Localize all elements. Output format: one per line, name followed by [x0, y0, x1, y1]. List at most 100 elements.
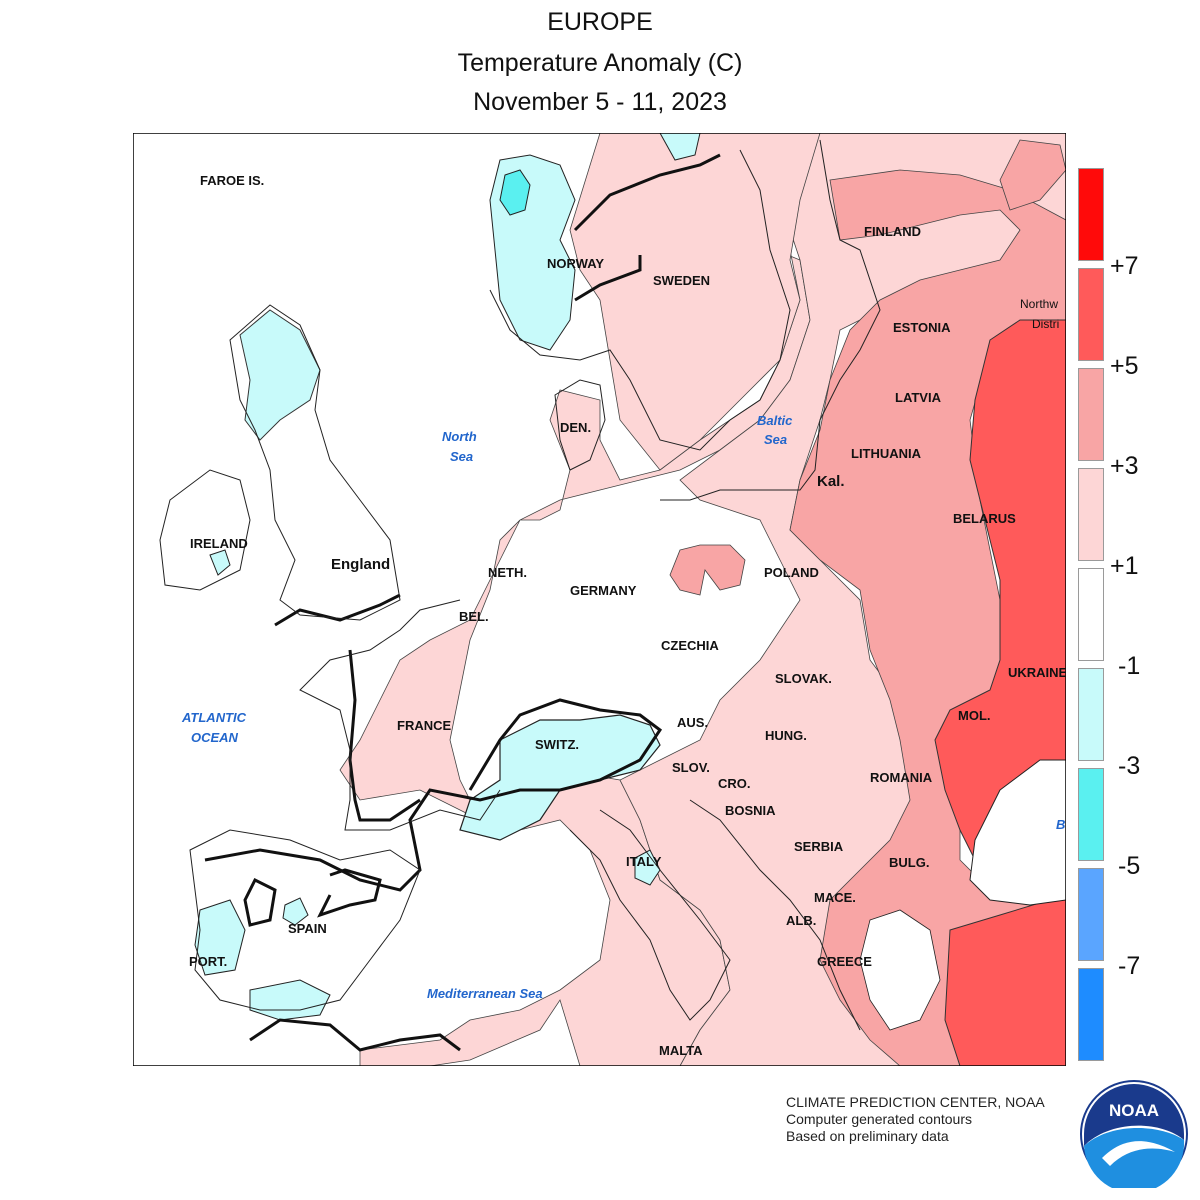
- label-norway: NORWAY: [547, 256, 604, 271]
- label-england: England: [331, 556, 390, 573]
- legend-label-minus5: -5: [1118, 852, 1141, 880]
- legend-swatch-zero: [1078, 568, 1104, 661]
- label-atlantic-2: OCEAN: [191, 730, 239, 745]
- label-finland: FINLAND: [864, 224, 921, 239]
- label-switzerland: SWITZ.: [535, 737, 579, 752]
- zero-contour-france: [348, 649, 421, 822]
- label-poland: POLAND: [764, 565, 819, 580]
- anomaly-zone-plus1-east: [619, 133, 1066, 1066]
- label-district: Distri: [1032, 317, 1059, 331]
- label-slovenia: SLOV.: [672, 760, 710, 775]
- legend-swatch-plus7: [1078, 168, 1104, 261]
- label-netherlands: NETH.: [488, 565, 527, 580]
- legend-swatch-minus7: [1078, 968, 1104, 1061]
- map-title: EUROPE: [547, 8, 653, 36]
- anomaly-zone-plus5: [934, 319, 1066, 881]
- black-sea: [969, 759, 1066, 906]
- label-macedonia: MACE.: [814, 890, 856, 905]
- coastline-ireland: [159, 469, 251, 591]
- label-atlantic-1: ATLANTIC: [181, 710, 247, 725]
- label-greece: GREECE: [817, 954, 872, 969]
- label-croatia: CRO.: [718, 776, 751, 791]
- noaa-logo-text: NOAA: [1109, 1101, 1159, 1120]
- credit-line-2: Computer generated contours: [786, 1111, 972, 1127]
- label-malta: MALTA: [659, 1043, 703, 1058]
- anomaly-zone-plus5-turkey: [944, 894, 1066, 1066]
- coastline-britain: [229, 304, 401, 621]
- legend-label-plus3: +3: [1110, 452, 1139, 480]
- coastline-denmark: [554, 379, 606, 471]
- coastline-baltic: [660, 139, 881, 501]
- legend-label-minus1: -1: [1118, 652, 1141, 680]
- label-north-sea-1: North: [442, 429, 477, 444]
- label-north-sea-2: Sea: [450, 449, 473, 464]
- label-faroe: FAROE IS.: [200, 173, 264, 188]
- label-denmark: DEN.: [560, 420, 591, 435]
- label-albania: ALB.: [786, 913, 816, 928]
- label-spain: SPAIN: [288, 921, 327, 936]
- label-baltic-sea-2: Sea: [764, 432, 787, 447]
- label-portugal: PORT.: [189, 954, 227, 969]
- legend-swatch-minus5: [1078, 868, 1104, 961]
- label-hungary: HUNG.: [765, 728, 807, 743]
- anomaly-zone-minus1-arctic: [659, 133, 701, 161]
- zero-contour-britain: [274, 593, 401, 627]
- label-belgium: BEL.: [459, 609, 489, 624]
- label-moldova: MOL.: [958, 708, 991, 723]
- coastline-scandinavia: [489, 149, 791, 451]
- anomaly-zone-minus1-iberia-west: [194, 899, 246, 976]
- label-baltic-sea-1: Baltic: [757, 413, 793, 428]
- label-slovakia: SLOVAK.: [775, 671, 832, 686]
- legend-label-plus1: +1: [1110, 552, 1139, 580]
- map-date: November 5 - 11, 2023: [473, 88, 727, 116]
- label-italy: ITALY: [626, 854, 662, 869]
- label-france: FRANCE: [397, 718, 451, 733]
- coastline-france: [299, 599, 501, 831]
- credit-line-1: CLIMATE PREDICTION CENTER, NOAA: [786, 1094, 1045, 1110]
- anomaly-zone-minus1-spain: [282, 897, 309, 926]
- aegean-sea: [859, 909, 941, 1031]
- label-bulgaria: BULG.: [889, 855, 929, 870]
- legend-swatch-plus1: [1078, 468, 1104, 561]
- label-lithuania: LITHUANIA: [851, 446, 922, 461]
- legend-label-plus7: +7: [1110, 252, 1139, 280]
- label-latvia: LATVIA: [895, 390, 942, 405]
- label-northwest: Northw: [1020, 297, 1058, 311]
- zero-contour-norway: [573, 153, 721, 302]
- legend-label-plus5: +5: [1110, 352, 1139, 380]
- legend-swatch-minus1: [1078, 668, 1104, 761]
- label-mediterranean: Mediterranean Sea: [427, 986, 543, 1001]
- legend-swatch-minus3: [1078, 768, 1104, 861]
- anomaly-zone-minus1-scotland: [239, 309, 321, 441]
- label-sweden: SWEDEN: [653, 273, 710, 288]
- legend-label-minus3: -3: [1118, 752, 1141, 780]
- label-serbia: SERBIA: [794, 839, 844, 854]
- label-estonia: ESTONIA: [893, 320, 951, 335]
- label-ireland: IRELAND: [190, 536, 248, 551]
- legend-swatch-plus5: [1078, 268, 1104, 361]
- legend-label-minus7: -7: [1118, 952, 1141, 980]
- map-subtitle: Temperature Anomaly (C): [457, 49, 743, 77]
- anomaly-map: FAROE IS. NORWAY SWEDEN FINLAND ESTONIA …: [133, 133, 1066, 1066]
- anomaly-zone-minus1-italy: [634, 849, 661, 886]
- label-austria: AUS.: [677, 715, 708, 730]
- coastline-balkans: [689, 799, 861, 1031]
- zero-contour-west: [204, 698, 663, 892]
- anomaly-zone-minus1-ireland: [209, 549, 231, 576]
- legend-swatch-plus3: [1078, 368, 1104, 461]
- label-ukraine: UKRAINE: [1008, 665, 1066, 680]
- anomaly-zone-plus3-poland: [669, 544, 746, 596]
- anomaly-zone-minus3-norway: [499, 169, 531, 216]
- noaa-logo: NOAA: [1080, 1080, 1188, 1188]
- coastline-italy: [569, 809, 731, 1021]
- anomaly-zone-plus5-finland: [999, 139, 1066, 211]
- label-belarus: BELARUS: [953, 511, 1016, 526]
- coastline-iberia: [189, 829, 421, 1011]
- label-czechia: CZECHIA: [661, 638, 719, 653]
- zero-contour-iberia: [243, 868, 382, 927]
- zero-contour-spain: [249, 1018, 461, 1052]
- label-germany: GERMANY: [570, 583, 637, 598]
- label-romania: ROMANIA: [870, 770, 933, 785]
- label-bosnia: BOSNIA: [725, 803, 776, 818]
- label-kaliningrad: Kal.: [817, 473, 845, 490]
